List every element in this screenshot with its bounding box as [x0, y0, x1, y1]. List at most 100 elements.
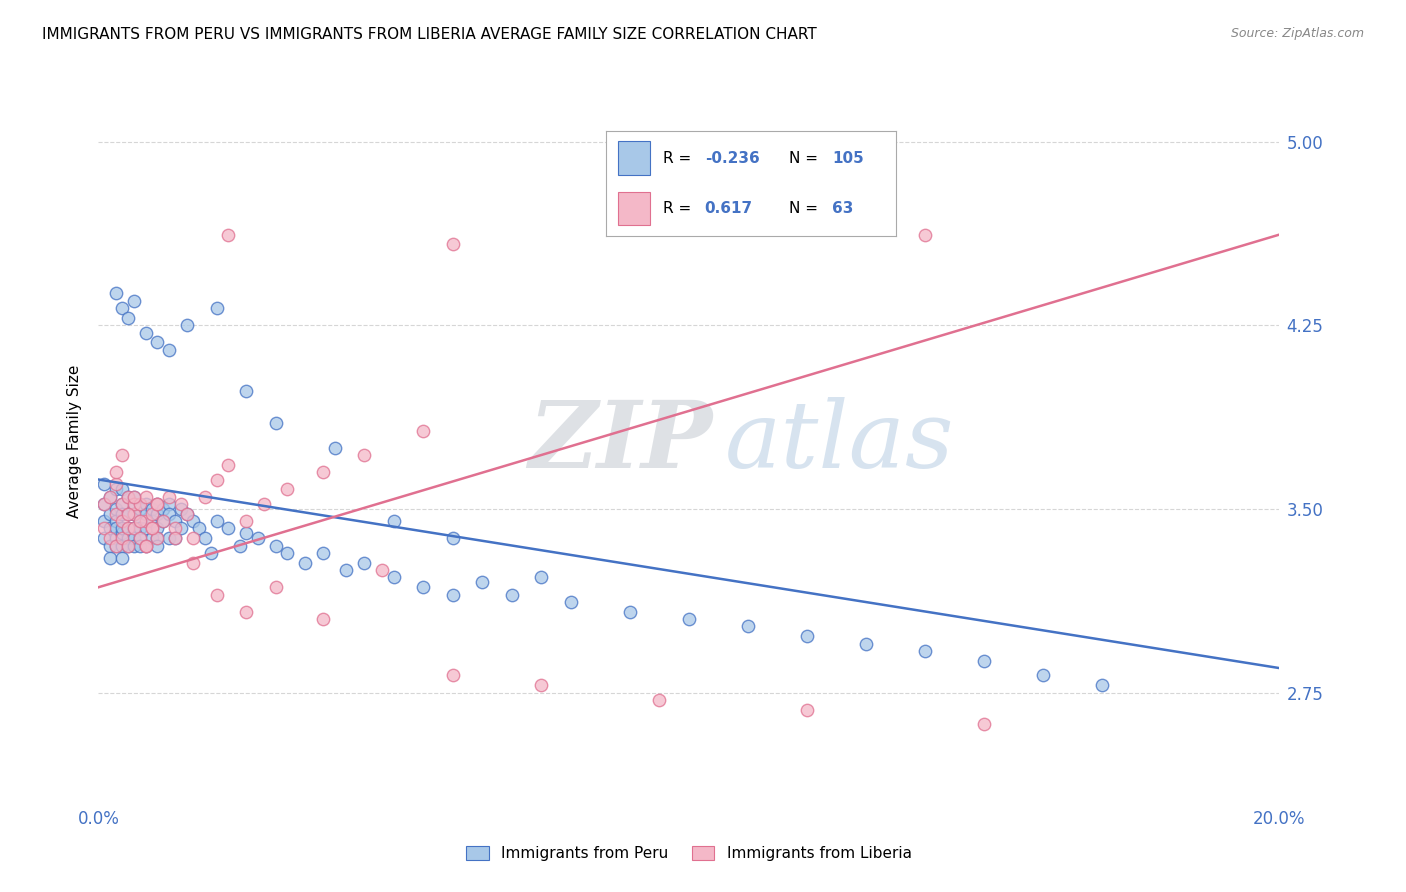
Point	[111, 514, 134, 528]
Point	[855, 637, 877, 651]
Point	[98, 521, 121, 535]
Point	[648, 693, 671, 707]
Point	[117, 507, 139, 521]
Point	[200, 546, 222, 560]
Point	[471, 575, 494, 590]
Point	[176, 507, 198, 521]
Point	[146, 497, 169, 511]
Point	[105, 483, 128, 497]
Point	[141, 502, 163, 516]
Point	[122, 539, 145, 553]
Point	[128, 502, 150, 516]
Point	[146, 497, 169, 511]
Point	[235, 514, 257, 528]
Point	[117, 507, 139, 521]
Point	[165, 521, 187, 535]
Point	[412, 424, 434, 438]
Point	[98, 490, 121, 504]
Point	[111, 301, 134, 315]
Point	[170, 497, 193, 511]
Point	[146, 497, 169, 511]
Point	[117, 539, 139, 553]
Point	[111, 526, 134, 541]
Point	[264, 580, 287, 594]
Point	[152, 514, 174, 528]
Point	[141, 521, 163, 535]
Point	[105, 465, 128, 479]
Point	[501, 588, 523, 602]
Point	[165, 531, 187, 545]
Point	[98, 490, 121, 504]
Point	[152, 502, 174, 516]
Point	[678, 612, 700, 626]
Point	[152, 514, 174, 528]
Point	[796, 629, 818, 643]
Point	[157, 531, 180, 545]
Point	[105, 514, 128, 528]
Y-axis label: Average Family Size: Average Family Size	[67, 365, 83, 518]
Point	[235, 384, 257, 399]
Point	[205, 514, 228, 528]
Point	[93, 531, 115, 545]
Point	[117, 310, 139, 325]
Point	[165, 514, 187, 528]
Point	[105, 286, 128, 301]
Point	[105, 521, 128, 535]
Point	[276, 483, 298, 497]
Point	[122, 497, 145, 511]
Point	[141, 521, 163, 535]
Point	[122, 490, 145, 504]
Point	[141, 507, 163, 521]
Point	[217, 227, 239, 242]
Point	[105, 477, 128, 491]
Point	[157, 507, 180, 521]
Point	[146, 507, 169, 521]
Point	[117, 490, 139, 504]
Point	[105, 502, 128, 516]
Point	[737, 619, 759, 633]
Point	[146, 531, 169, 545]
Point	[235, 526, 257, 541]
Point	[146, 531, 169, 545]
Point	[353, 448, 375, 462]
Point	[128, 514, 150, 528]
Point	[135, 326, 157, 340]
Point	[122, 293, 145, 308]
Point	[914, 644, 936, 658]
Point	[157, 343, 180, 357]
Point	[229, 539, 252, 553]
Point	[276, 546, 298, 560]
Point	[135, 490, 157, 504]
Point	[194, 531, 217, 545]
Point	[135, 497, 157, 511]
Point	[93, 521, 115, 535]
Point	[176, 318, 198, 333]
Point	[111, 497, 134, 511]
Point	[441, 588, 464, 602]
Point	[135, 539, 157, 553]
Point	[93, 497, 115, 511]
Point	[157, 490, 180, 504]
Point	[205, 473, 228, 487]
Point	[117, 490, 139, 504]
Point	[335, 563, 357, 577]
Point	[187, 521, 209, 535]
Point	[111, 448, 134, 462]
Point	[382, 514, 405, 528]
Point	[93, 497, 115, 511]
Legend: Immigrants from Peru, Immigrants from Liberia: Immigrants from Peru, Immigrants from Li…	[460, 840, 918, 867]
Point	[441, 237, 464, 252]
Point	[146, 539, 169, 553]
Point	[796, 703, 818, 717]
Text: IMMIGRANTS FROM PERU VS IMMIGRANTS FROM LIBERIA AVERAGE FAMILY SIZE CORRELATION : IMMIGRANTS FROM PERU VS IMMIGRANTS FROM …	[42, 27, 817, 42]
Point	[914, 227, 936, 242]
Point	[530, 570, 553, 584]
Point	[157, 497, 180, 511]
Point	[111, 507, 134, 521]
Point	[146, 335, 169, 350]
Point	[128, 497, 150, 511]
Point	[128, 539, 150, 553]
Point	[111, 539, 134, 553]
Point	[294, 556, 316, 570]
Point	[122, 531, 145, 545]
